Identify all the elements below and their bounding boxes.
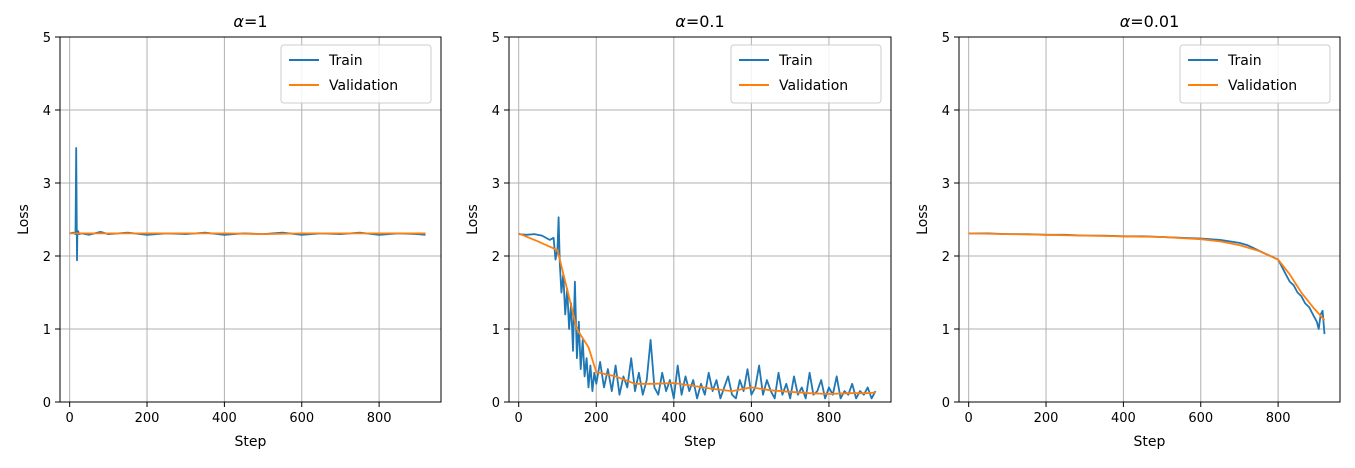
chart-2-y-axis-label: Loss (465, 204, 481, 235)
chart-1-y-tick-label-0: 0 (43, 396, 51, 411)
chart-3-y-tick-label-2: 2 (942, 250, 950, 265)
chart-1-plot-frame (59, 36, 442, 403)
chart-1-series-train-line (69, 147, 426, 262)
chart-3-y-tick-label-0: 0 (942, 396, 950, 411)
chart-2-title-symbol: α (675, 12, 686, 31)
chart-2-y-tick-label-2: 2 (492, 250, 500, 265)
chart-3-y-tick-label-1: 1 (942, 323, 950, 338)
chart-2-x-tick-label-0: 0 (515, 411, 523, 426)
chart-3-legend-label-train: Train (1227, 53, 1262, 69)
chart-3-x-tick-label-3: 600 (1188, 411, 1213, 426)
chart-1-series-validation-line (69, 232, 426, 236)
chart-1-y-axis-label: Loss (16, 204, 32, 235)
chart-panel-1: 0 200 400 600 800 0 1 2 3 4 5 Step Loss α=1 Train Valid… (16, 12, 442, 450)
chart-3-series-validation-line (968, 232, 1326, 321)
chart-panel-2: 0 200 400 600 800 0 1 2 3 4 5 Step Loss α=0.1 Train Val… (465, 12, 892, 450)
chart-3-y-axis-label: Loss (915, 204, 931, 235)
chart-2-plot-frame (508, 36, 892, 403)
chart-3-x-tick-label-1: 200 (1034, 411, 1059, 426)
chart-2-legend: Train Validation (730, 44, 882, 104)
chart-2-series-train-line (518, 216, 877, 400)
chart-2-x-axis-label: Step (684, 434, 716, 450)
chart-1-legend: Train Validation (280, 44, 432, 104)
chart-1-y-tick-label-2: 2 (43, 250, 51, 265)
chart-3-y-tick-label-4: 4 (942, 104, 950, 119)
chart-panel-3: 0 200 400 600 800 0 1 2 3 4 5 Step Loss α=0.01 Train Va… (915, 12, 1341, 450)
chart-1-title-value: =1 (244, 12, 268, 31)
chart-1-x-tick-label-3: 600 (289, 411, 314, 426)
chart-3-plot-frame (958, 36, 1341, 403)
chart-1-x-tick-label-0: 0 (66, 411, 74, 426)
chart-2-legend-label-validation: Validation (779, 78, 848, 94)
chart-2-x-tick-label-2: 400 (661, 411, 686, 426)
chart-1-x-tick-label-2: 400 (212, 411, 237, 426)
chart-3-x-tick-label-2: 400 (1111, 411, 1136, 426)
chart-1-x-tick-label-1: 200 (135, 411, 160, 426)
chart-3-series-train-line (968, 232, 1326, 335)
chart-1-legend-label-validation: Validation (329, 78, 398, 94)
chart-2-y-tick-label-3: 3 (492, 177, 500, 192)
chart-1-x-axis-label: Step (235, 434, 267, 450)
chart-2-series-validation-line (518, 232, 876, 395)
chart-2-y-tick-label-1: 1 (492, 323, 500, 338)
chart-1-legend-label-train: Train (328, 53, 363, 69)
chart-1-x-tick-label-4: 800 (367, 411, 392, 426)
chart-2-title-value: =0.1 (686, 12, 725, 31)
chart-3-y-tick-label-5: 5 (942, 31, 950, 46)
chart-3-title-value: =0.01 (1130, 12, 1179, 31)
chart-1-y-tick-label-5: 5 (43, 31, 51, 46)
chart-2-y-tick-label-4: 4 (492, 104, 500, 119)
chart-2-y-tick-label-0: 0 (492, 396, 500, 411)
chart-3-legend-label-validation: Validation (1228, 78, 1297, 94)
chart-3-x-axis-label: Step (1134, 434, 1166, 450)
chart-1-y-tick-label-3: 3 (43, 177, 51, 192)
chart-1-y-tick-label-1: 1 (43, 323, 51, 338)
chart-3-y-tick-label-3: 3 (942, 177, 950, 192)
chart-3-x-tick-label-0: 0 (965, 411, 973, 426)
chart-2-legend-label-train: Train (778, 53, 813, 69)
chart-3-legend: Train Validation (1179, 44, 1331, 104)
chart-3-x-tick-label-4: 800 (1266, 411, 1291, 426)
chart-2-x-tick-label-3: 600 (739, 411, 764, 426)
chart-2-x-tick-label-1: 200 (584, 411, 609, 426)
chart-1-title: α=1 (233, 12, 267, 31)
chart-2-x-tick-label-4: 800 (817, 411, 842, 426)
chart-3-title-symbol: α (1120, 12, 1131, 31)
chart-1-y-tick-label-4: 4 (43, 104, 51, 119)
chart-2-title: α=0.1 (675, 12, 724, 31)
chart-2-y-tick-label-5: 5 (492, 31, 500, 46)
chart-1-title-symbol: α (233, 12, 244, 31)
chart-3-title: α=0.01 (1120, 12, 1180, 31)
